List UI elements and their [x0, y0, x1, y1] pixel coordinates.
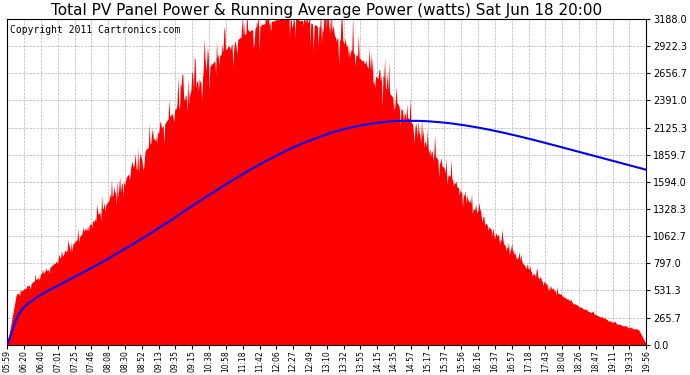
Text: Copyright 2011 Cartronics.com: Copyright 2011 Cartronics.com	[10, 26, 181, 36]
Title: Total PV Panel Power & Running Average Power (watts) Sat Jun 18 20:00: Total PV Panel Power & Running Average P…	[51, 3, 602, 18]
